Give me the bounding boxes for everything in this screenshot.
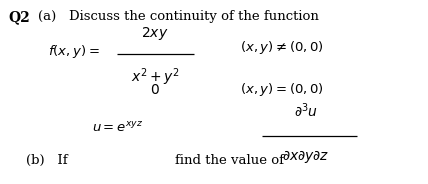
Text: $x^2 + y^2$: $x^2 + y^2$ <box>131 66 179 88</box>
Text: $(x, y) \neq (0,0)$: $(x, y) \neq (0,0)$ <box>240 38 324 56</box>
Text: $(x, y) = (0,0)$: $(x, y) = (0,0)$ <box>240 82 324 98</box>
Text: $\partial x\partial y\partial z$: $\partial x\partial y\partial z$ <box>282 148 330 165</box>
Text: find the value of: find the value of <box>175 153 284 167</box>
Text: $2xy$: $2xy$ <box>141 25 169 42</box>
Text: Q2: Q2 <box>8 10 30 24</box>
Text: (b)   If: (b) If <box>26 153 68 167</box>
Text: $0$: $0$ <box>150 83 160 97</box>
Text: $f(x, y) =$: $f(x, y) =$ <box>48 43 100 61</box>
Text: $u = e^{xyz}$: $u = e^{xyz}$ <box>92 121 143 135</box>
Text: $\partial^3 u$: $\partial^3 u$ <box>294 101 318 120</box>
Text: (a)   Discuss the continuity of the function: (a) Discuss the continuity of the functi… <box>38 10 319 23</box>
